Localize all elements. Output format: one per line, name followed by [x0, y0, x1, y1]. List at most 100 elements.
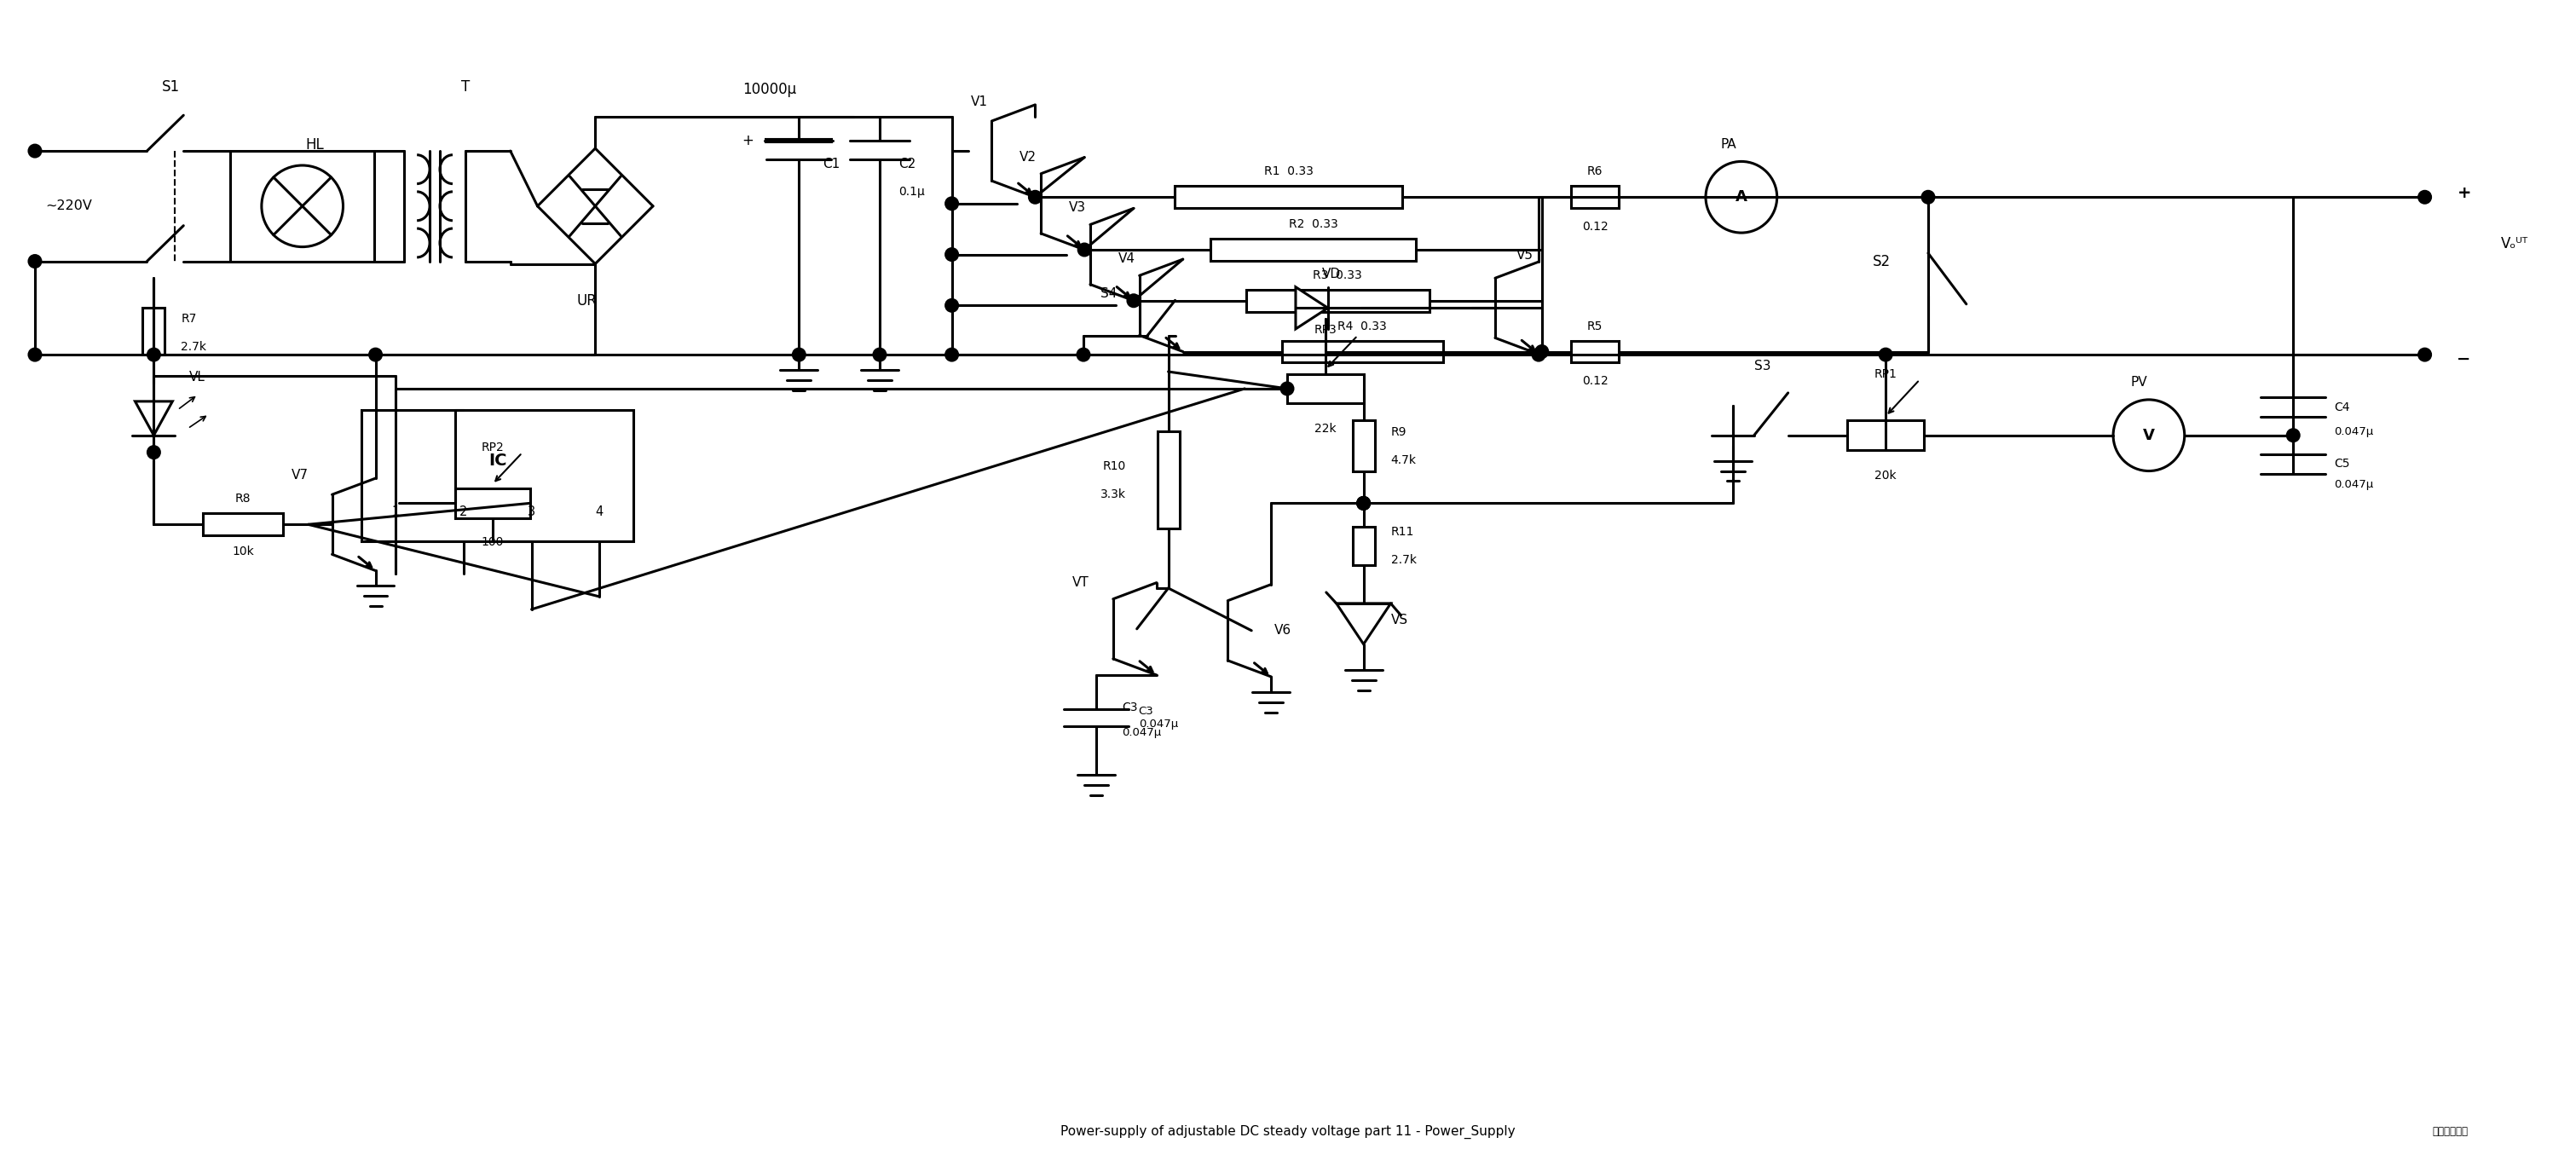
- Text: VS: VS: [1391, 614, 1409, 627]
- Circle shape: [1358, 497, 1370, 509]
- Text: 22k: 22k: [1314, 423, 1337, 435]
- Text: V1: V1: [971, 95, 987, 108]
- Text: V5: V5: [1517, 248, 1533, 261]
- Text: R1  0.33: R1 0.33: [1265, 165, 1314, 178]
- Bar: [1283, 341, 1443, 362]
- Text: S2: S2: [1873, 254, 1891, 270]
- Bar: [1847, 421, 1924, 450]
- Text: V6: V6: [1275, 625, 1291, 636]
- Text: 0.1μ: 0.1μ: [899, 185, 925, 198]
- Circle shape: [263, 165, 343, 247]
- Circle shape: [1535, 346, 1548, 357]
- Text: RP2: RP2: [482, 442, 505, 454]
- Bar: [142, 308, 165, 355]
- Circle shape: [368, 349, 381, 361]
- Circle shape: [1358, 497, 1370, 509]
- Circle shape: [1922, 191, 1935, 203]
- Bar: [1175, 186, 1401, 209]
- Circle shape: [1030, 191, 1041, 203]
- Circle shape: [1705, 162, 1777, 233]
- Text: S1: S1: [162, 80, 180, 95]
- Circle shape: [793, 349, 804, 361]
- Text: 10000μ: 10000μ: [742, 82, 796, 97]
- Text: S4: S4: [1100, 287, 1118, 300]
- Text: 0.047μ: 0.047μ: [2334, 427, 2372, 437]
- Text: Vₒᵁᵀ: Vₒᵁᵀ: [2501, 236, 2530, 252]
- Bar: [1247, 289, 1430, 312]
- Text: VT: VT: [1072, 575, 1090, 588]
- Text: 3: 3: [528, 505, 536, 518]
- Text: 1: 1: [392, 505, 399, 518]
- Bar: [1571, 341, 1618, 362]
- Text: Power-supply of adjustable DC steady voltage part 11 - Power_Supply: Power-supply of adjustable DC steady vol…: [1061, 1124, 1515, 1138]
- Circle shape: [2287, 429, 2300, 442]
- Text: R3  0.33: R3 0.33: [1314, 270, 1363, 281]
- Text: C3
0.047μ: C3 0.047μ: [1139, 706, 1177, 729]
- Circle shape: [1533, 349, 1546, 361]
- Text: RP3: RP3: [1314, 323, 1337, 335]
- Text: C4: C4: [2334, 401, 2349, 414]
- Circle shape: [1280, 383, 1293, 395]
- Text: C5: C5: [2334, 457, 2349, 469]
- Circle shape: [28, 349, 41, 361]
- Text: 3.3k: 3.3k: [1100, 489, 1126, 500]
- Text: +: +: [2458, 185, 2470, 200]
- Circle shape: [945, 198, 958, 210]
- Text: 0.12: 0.12: [1582, 220, 1607, 233]
- Text: 4.7k: 4.7k: [1391, 455, 1417, 466]
- Bar: [1352, 526, 1376, 565]
- Circle shape: [1079, 244, 1090, 255]
- Text: VL: VL: [191, 372, 206, 384]
- Bar: [1211, 239, 1417, 261]
- Polygon shape: [134, 401, 173, 435]
- Text: R10: R10: [1103, 461, 1126, 472]
- Text: R11: R11: [1391, 526, 1414, 538]
- Circle shape: [2112, 400, 2184, 471]
- Text: A: A: [1736, 190, 1747, 205]
- Bar: [1352, 420, 1376, 471]
- Circle shape: [945, 349, 958, 361]
- Text: 100: 100: [482, 536, 505, 547]
- Text: 2.7k: 2.7k: [1391, 554, 1417, 566]
- Text: VD: VD: [1321, 267, 1340, 280]
- Text: R6: R6: [1587, 165, 1602, 178]
- Bar: [361, 410, 634, 541]
- Polygon shape: [1296, 287, 1327, 329]
- Text: PA: PA: [1721, 138, 1736, 151]
- Text: ~220V: ~220V: [46, 199, 93, 212]
- Text: IC: IC: [489, 452, 507, 469]
- Text: C3: C3: [1121, 701, 1139, 714]
- Text: 0.12: 0.12: [1582, 375, 1607, 387]
- Bar: [1571, 186, 1618, 209]
- Bar: [204, 513, 283, 536]
- Circle shape: [2419, 349, 2432, 361]
- Text: 4: 4: [595, 505, 603, 518]
- Circle shape: [1880, 349, 1891, 361]
- Text: HL: HL: [307, 137, 325, 152]
- Text: R8: R8: [234, 493, 250, 505]
- Text: C1: C1: [822, 157, 840, 170]
- Text: V4: V4: [1118, 252, 1136, 265]
- Text: 0.047μ: 0.047μ: [1121, 728, 1162, 738]
- Text: 银库电子书库: 银库电子书库: [2432, 1126, 2468, 1137]
- Text: 0.047μ: 0.047μ: [2334, 479, 2372, 490]
- Circle shape: [147, 349, 160, 361]
- Text: V7: V7: [291, 469, 309, 482]
- Circle shape: [945, 300, 958, 312]
- Circle shape: [28, 255, 41, 267]
- Text: −: −: [2458, 350, 2470, 367]
- Text: 2: 2: [459, 505, 469, 518]
- Circle shape: [1128, 294, 1139, 307]
- Text: R7: R7: [180, 313, 196, 325]
- Text: R4  0.33: R4 0.33: [1337, 320, 1386, 332]
- Text: V: V: [2143, 428, 2154, 443]
- Text: 10k: 10k: [232, 546, 255, 558]
- Text: PV: PV: [2130, 376, 2146, 389]
- Circle shape: [873, 349, 886, 361]
- Text: +: +: [742, 134, 755, 149]
- Text: 2.7k: 2.7k: [180, 341, 206, 353]
- Circle shape: [28, 145, 41, 157]
- Text: 20k: 20k: [1875, 470, 1896, 482]
- Text: UR: UR: [577, 293, 598, 309]
- Text: R5: R5: [1587, 320, 1602, 332]
